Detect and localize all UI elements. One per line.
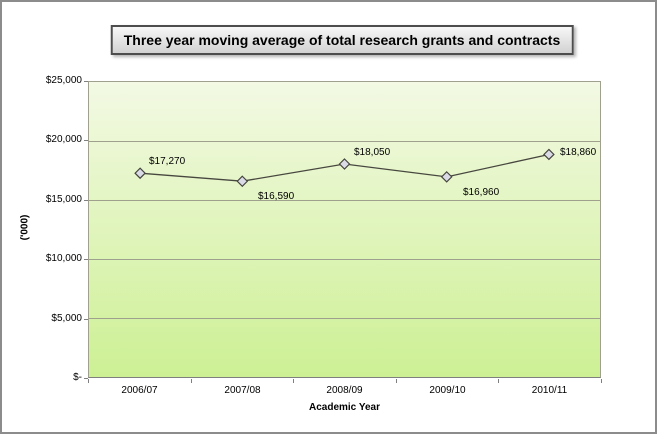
x-tick-mark — [88, 379, 89, 383]
data-point-marker — [440, 171, 453, 183]
x-category-label: 2007/08 — [224, 385, 261, 396]
x-tick-mark — [191, 379, 192, 383]
x-tick-mark — [601, 379, 602, 383]
y-tick-label: $5,000 — [51, 313, 82, 324]
y-axis: $25,000 $20,000 $15,000 $10,000 $5,000 $- — [8, 75, 82, 383]
gridline — [89, 200, 600, 201]
x-category-label: 2009/10 — [429, 385, 466, 396]
y-tick-label: $15,000 — [45, 194, 82, 205]
x-category-label: 2006/07 — [121, 385, 158, 396]
y-tick-mark — [84, 140, 88, 141]
y-tick-mark — [84, 200, 88, 201]
x-tick-mark — [396, 379, 397, 383]
x-axis-title: Academic Year — [309, 402, 380, 413]
data-point-marker — [236, 175, 249, 188]
data-point-marker — [543, 148, 555, 161]
data-point-label: $16,960 — [463, 187, 500, 198]
y-tick-label: $10,000 — [45, 253, 82, 264]
data-point-label: $16,590 — [258, 191, 295, 202]
y-tick-label: $25,000 — [45, 75, 82, 86]
x-tick-mark — [498, 379, 499, 383]
line-series-canvas — [134, 148, 555, 188]
y-tick-mark — [84, 259, 88, 260]
x-category-label: 2010/11 — [531, 385, 568, 396]
data-point-marker — [134, 167, 146, 180]
x-axis: 2006/07 2007/08 2008/09 2009/10 2010/11 — [88, 385, 601, 399]
plot-area: $17,270 $16,590 $18,050 $16,960 $18,860 — [88, 81, 601, 378]
y-tick-mark — [84, 319, 88, 320]
data-point-marker — [338, 158, 351, 170]
x-tick-mark — [293, 379, 294, 383]
gridline — [89, 141, 600, 142]
x-category-label: 2008/09 — [326, 385, 363, 396]
y-tick-label: $- — [73, 372, 82, 383]
y-tick-mark — [84, 81, 88, 82]
y-axis-title: ('000) — [19, 214, 31, 241]
data-point-label: $17,270 — [149, 156, 186, 167]
chart-title: Three year moving average of total resea… — [110, 25, 574, 55]
gridline — [89, 318, 600, 319]
y-tick-label: $20,000 — [45, 134, 82, 145]
y-tick-mark — [84, 378, 88, 379]
data-point-label: $18,860 — [560, 147, 597, 158]
gridline — [89, 259, 600, 260]
data-point-label: $18,050 — [354, 147, 391, 158]
